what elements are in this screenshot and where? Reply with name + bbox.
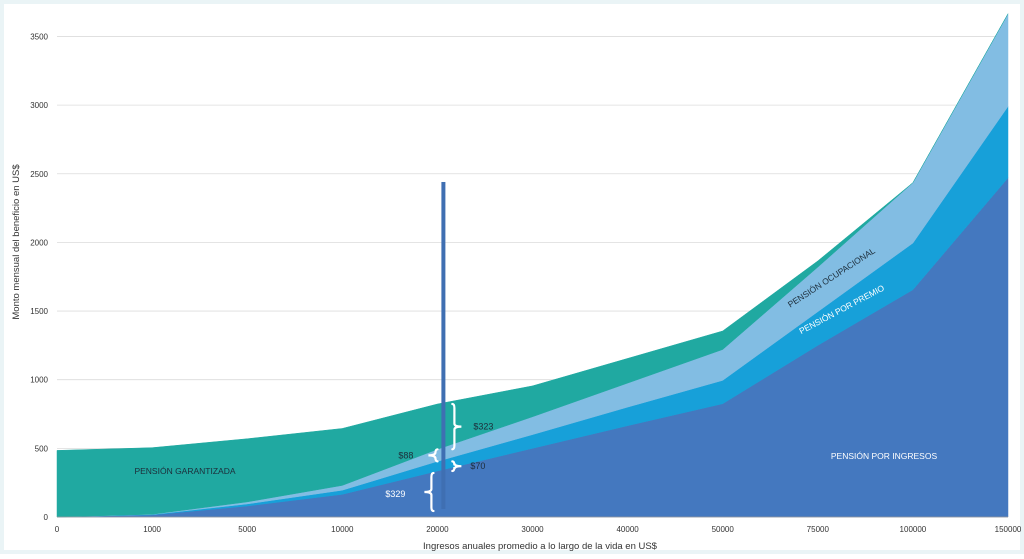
y-tick-label: 500 bbox=[35, 444, 49, 453]
annotation-layer: $329 $70 $88 $323 bbox=[385, 402, 493, 513]
x-tick-label: 10000 bbox=[331, 525, 354, 534]
y-tick-label: 1000 bbox=[30, 376, 48, 385]
area-layer bbox=[56, 12, 1009, 518]
x-axis-title: Ingresos anuales promedio a lo largo de … bbox=[423, 541, 658, 552]
bracket-88 bbox=[428, 448, 439, 463]
x-tick-label: 1000 bbox=[143, 525, 161, 534]
axis-layer: 0 500 1000 1500 2000 2500 3000 3500 0 1000 5000 100… bbox=[30, 32, 1022, 534]
bracket-329 bbox=[424, 471, 435, 513]
x-tick-label: 30000 bbox=[521, 525, 544, 534]
annotation-329: $329 bbox=[385, 489, 405, 499]
y-tick-label: 3500 bbox=[30, 32, 48, 41]
marker-line bbox=[441, 181, 446, 509]
annotation-323: $323 bbox=[473, 422, 493, 432]
x-tick-label: 20000 bbox=[426, 525, 449, 534]
x-tick-label: 5000 bbox=[238, 525, 256, 534]
y-tick-label: 2500 bbox=[30, 170, 48, 179]
label-pension-por-ingresos: PENSIÓN POR INGRESOS bbox=[831, 451, 938, 461]
x-tick-label: 40000 bbox=[616, 525, 639, 534]
marker-layer bbox=[441, 181, 446, 509]
annotation-70: $70 bbox=[470, 461, 485, 471]
x-tick-label: 75000 bbox=[807, 525, 830, 534]
y-tick-label: 2000 bbox=[30, 238, 48, 247]
y-tick-label: 1500 bbox=[30, 307, 48, 316]
y-tick-label: 0 bbox=[44, 513, 49, 522]
label-pension-garantizada: PENSIÓN GARANTIZADA bbox=[134, 466, 235, 476]
y-axis-title: Monto mensual del beneficio en US$ bbox=[11, 164, 22, 320]
bracket-70 bbox=[451, 460, 462, 473]
x-tick-label: 0 bbox=[55, 525, 60, 534]
annotation-88: $88 bbox=[398, 450, 413, 460]
x-tick-label: 100000 bbox=[900, 525, 927, 534]
x-tick-label: 150000 bbox=[995, 525, 1022, 534]
x-tick-label: 50000 bbox=[712, 525, 735, 534]
y-tick-label: 3000 bbox=[30, 101, 48, 110]
bracket-323 bbox=[451, 402, 462, 451]
area-pensión-garantizada bbox=[56, 13, 1009, 518]
